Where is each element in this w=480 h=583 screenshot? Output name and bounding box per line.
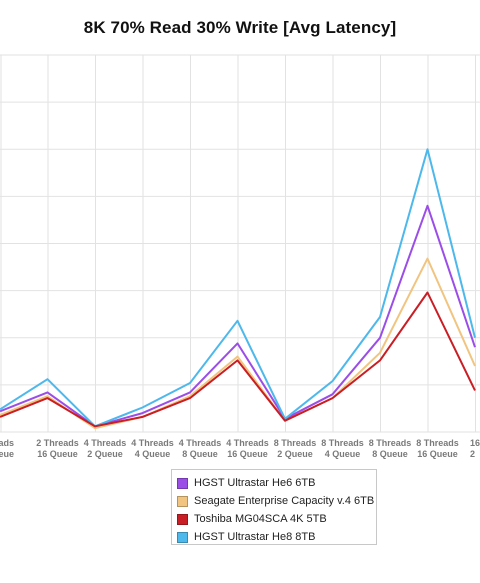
series-line-1 [0, 204, 476, 428]
x-tick-label: 8 Threads 16 Queue [416, 438, 459, 459]
x-tick-label: 8 Threads 8 Queue [369, 438, 412, 459]
x-tick-label: 16 2 [470, 438, 480, 459]
x-tick-label: 4 Threads 8 Queue [179, 438, 222, 459]
series-line-4 [0, 148, 476, 428]
legend-label: Toshiba MG04SCA 4K 5TB [194, 513, 327, 525]
legend-item[interactable]: Seagate Enterprise Capacity v.4 6TB [177, 492, 376, 510]
x-tick-label: 8 Threads 4 Queue [321, 438, 364, 459]
series-line-3 [0, 291, 476, 428]
legend-item[interactable]: HGST Ultrastar He8 8TB [177, 528, 376, 546]
legend-swatch [177, 477, 188, 489]
x-tick-label: 8 Threads 2 Queue [274, 438, 317, 459]
legend-item[interactable]: Toshiba MG04SCA 4K 5TB [177, 510, 376, 528]
legend-item[interactable]: HGST Ultrastar He6 6TB [177, 474, 376, 492]
grid-lines [0, 54, 480, 433]
legend-swatch [177, 531, 188, 543]
x-tick-label: 4 Threads 16 Queue [226, 438, 269, 459]
legend-label: HGST Ultrastar He8 8TB [194, 531, 316, 543]
chart-title: 8K 70% Read 30% Write [Avg Latency] [83, 18, 397, 37]
series-lines [0, 148, 476, 430]
legend-swatch [177, 495, 188, 507]
x-tick-label: 4 Threads 4 Queue [131, 438, 174, 459]
x-tick-label: 2 Threads 16 Queue [36, 438, 79, 459]
legend-label: HGST Ultrastar He6 6TB [194, 477, 316, 489]
legend: HGST Ultrastar He6 6TB Seagate Enterprise… [171, 469, 377, 545]
legend-label: Seagate Enterprise Capacity v.4 6TB [194, 495, 375, 507]
legend-swatch [177, 513, 188, 525]
x-tick-label: ThreadsQueue [0, 438, 14, 459]
x-tick-label: 4 Threads 2 Queue [84, 438, 127, 459]
